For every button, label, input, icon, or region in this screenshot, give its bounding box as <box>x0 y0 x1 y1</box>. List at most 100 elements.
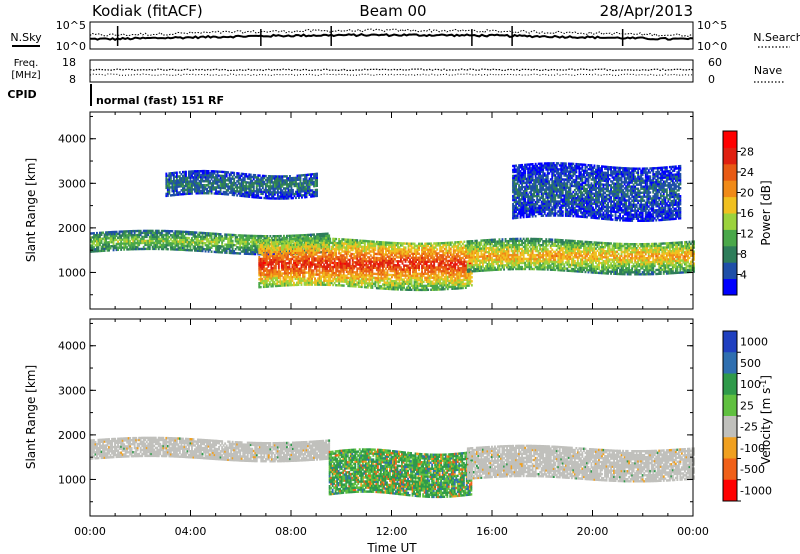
heatmap-cell <box>218 178 220 181</box>
heatmap-cell <box>260 178 263 181</box>
heatmap-cell <box>283 181 285 184</box>
heatmap-cell <box>259 285 262 289</box>
heatmap-cell <box>172 242 175 245</box>
heatmap-cell <box>139 233 142 237</box>
heatmap-cell <box>230 251 233 255</box>
heatmap-cell <box>291 245 294 249</box>
heatmap-cell <box>203 174 205 177</box>
heatmap-cell <box>271 244 274 248</box>
heatmap-cell <box>142 237 145 241</box>
heatmap-cell <box>249 185 252 188</box>
heatmap-cell <box>168 244 171 247</box>
heatmap-cell <box>302 243 304 246</box>
heatmap-cell <box>239 244 242 247</box>
heatmap-cell <box>231 245 234 249</box>
heatmap-cell <box>267 253 270 256</box>
heatmap-cell <box>308 277 310 280</box>
heatmap-cell <box>280 242 283 245</box>
heatmap-cell <box>288 261 291 265</box>
heatmap-cell <box>90 238 92 241</box>
heatmap-cell <box>147 229 150 233</box>
heatmap-cell <box>263 235 266 238</box>
heatmap-cell <box>130 236 133 239</box>
heatmap-cell <box>318 267 321 270</box>
heatmap-cell <box>96 250 98 253</box>
heatmap-cell <box>138 229 141 233</box>
heatmap-cell <box>156 237 159 241</box>
heatmap-cell <box>267 181 270 184</box>
heatmap-cell <box>319 235 321 238</box>
heatmap-cell <box>287 256 289 259</box>
heatmap-cell <box>207 234 210 237</box>
heatmap-cell <box>279 187 282 190</box>
heatmap-cell <box>106 235 109 238</box>
heatmap-cell <box>215 238 217 242</box>
heatmap-cell <box>228 179 231 182</box>
heatmap-cell <box>90 244 92 247</box>
heatmap-cell <box>303 281 306 284</box>
heatmap-cell <box>279 183 282 186</box>
heatmap-cell <box>252 192 255 195</box>
heatmap-cell <box>153 231 156 235</box>
heatmap-cell <box>200 180 202 183</box>
heatmap-cell <box>290 239 292 243</box>
heatmap-cell <box>257 246 260 250</box>
heatmap-cell <box>172 189 175 193</box>
heatmap-cell <box>257 184 260 187</box>
heatmap-cell <box>106 241 109 244</box>
heatmap-cell <box>294 261 297 264</box>
heatmap-cell <box>311 191 314 194</box>
heatmap-cell <box>234 238 237 241</box>
heatmap-cell <box>276 181 279 184</box>
heatmap-cell <box>323 271 326 274</box>
heatmap-cell <box>252 181 255 185</box>
heatmap-cell <box>219 176 222 179</box>
heatmap-cell <box>267 263 270 266</box>
heatmap-cell <box>245 195 248 198</box>
heatmap-cell <box>172 236 175 239</box>
heatmap-cell <box>290 191 293 194</box>
heatmap-cell <box>195 237 198 240</box>
heatmap-cell <box>270 279 273 282</box>
heatmap-cell <box>227 237 230 240</box>
heatmap-cell <box>280 258 283 261</box>
heatmap-cell <box>100 249 103 253</box>
heatmap-cell <box>302 251 304 254</box>
heatmap-cell <box>114 232 116 236</box>
heatmap-cell <box>225 251 228 254</box>
heatmap-cell <box>246 234 249 237</box>
heatmap-cell <box>117 242 119 245</box>
heatmap-cell <box>316 233 318 236</box>
heatmap-cell <box>178 242 181 245</box>
heatmap-cell <box>270 195 273 198</box>
heatmap-cell <box>151 241 154 245</box>
heatmap-cell <box>115 242 118 246</box>
heatmap-cell <box>288 276 291 279</box>
heatmap-cell <box>277 266 280 269</box>
heatmap-cell <box>112 238 115 242</box>
heatmap-cell <box>299 273 301 276</box>
freq-tick-top: 18 <box>62 56 76 69</box>
heatmap-cell <box>103 245 106 248</box>
heatmap-cell <box>212 172 214 175</box>
heatmap-cell <box>312 251 315 254</box>
heatmap-cell <box>312 261 315 264</box>
heatmap-cell <box>306 251 309 254</box>
heatmap-cell <box>236 184 239 187</box>
heatmap-cell <box>139 229 142 233</box>
heatmap-cell <box>316 235 318 238</box>
heatmap-cell <box>299 176 302 179</box>
heatmap-cell <box>177 179 180 182</box>
heatmap-cell <box>219 184 222 187</box>
heatmap-cell <box>264 196 267 200</box>
heatmap-cell <box>305 267 307 270</box>
heatmap-cell <box>231 185 234 189</box>
heatmap-cell <box>251 248 254 252</box>
heatmap-cell <box>249 244 252 248</box>
heatmap-cell <box>191 237 193 240</box>
heatmap-cell <box>427 288 430 291</box>
heatmap-cell <box>231 233 234 237</box>
heatmap-cell <box>292 234 294 237</box>
heatmap-cell <box>90 246 92 249</box>
heatmap-cell <box>230 249 233 253</box>
